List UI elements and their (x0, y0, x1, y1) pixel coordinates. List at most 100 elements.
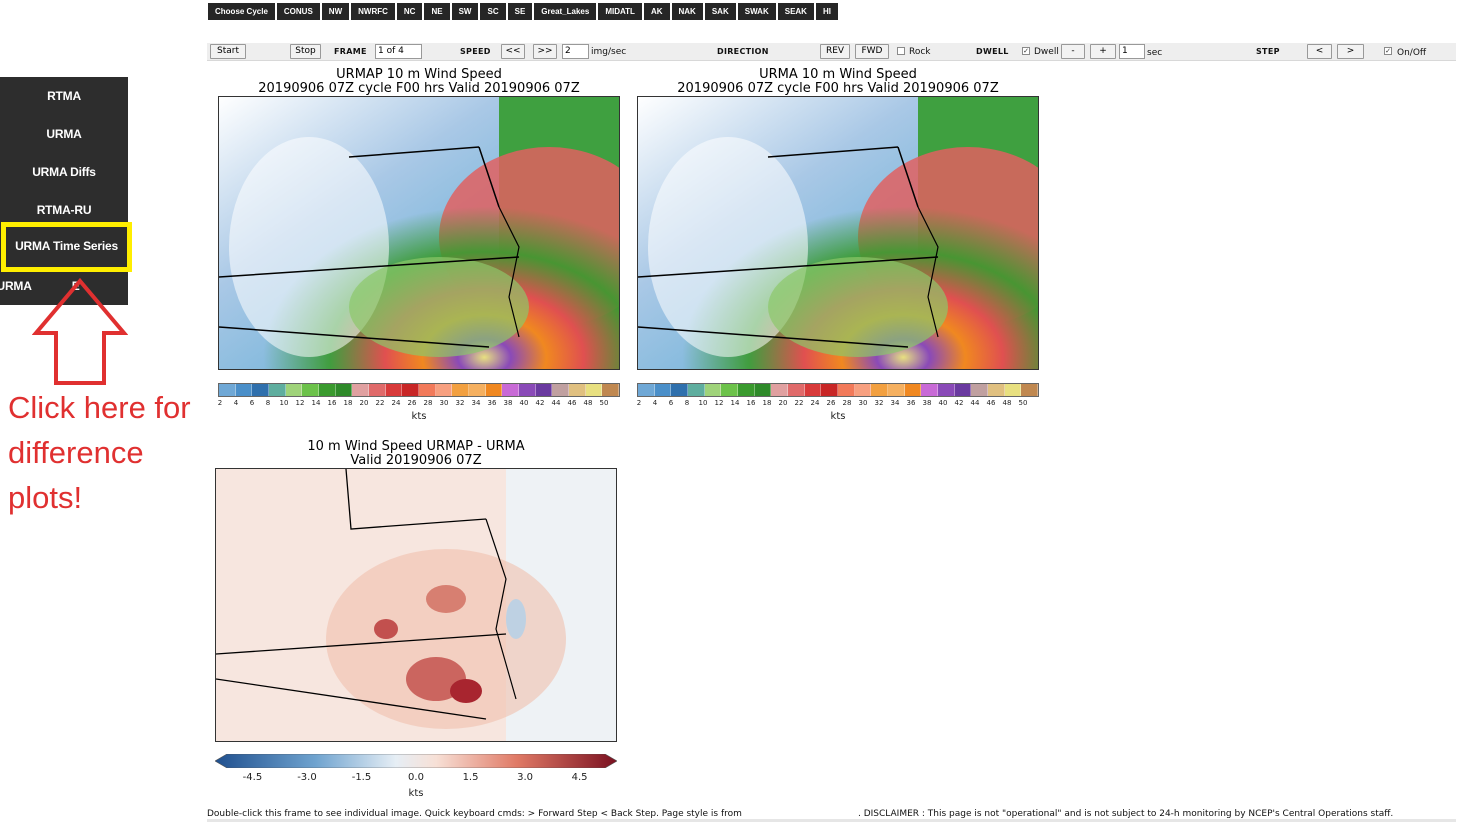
colorbar-tick-label: 8 (265, 399, 271, 407)
colorbar-tick-label: 50 (1018, 399, 1028, 407)
region-tab-sc[interactable]: SC (480, 3, 508, 20)
region-tab-hi[interactable]: HI (815, 3, 840, 20)
colorbar-swatch (971, 384, 989, 396)
colorbar-tick-label: 30 (858, 399, 868, 407)
dwell-label: DWELL (976, 47, 1009, 56)
dwell-checkbox[interactable]: ✓ (1022, 47, 1030, 55)
region-tab-se[interactable]: SE (507, 3, 535, 20)
colorbar-tick-label: 20 (778, 399, 788, 407)
region-tab-sak[interactable]: SAK (704, 3, 738, 20)
start-button[interactable]: Start (210, 44, 246, 59)
diff-colorbar-tick-label: -1.5 (351, 772, 372, 783)
colorbar-swatch (219, 384, 236, 396)
animation-control-bar: Start Stop FRAME 1 of 4 SPEED << >> 2 im… (207, 43, 1456, 61)
colorbar-swatch (335, 384, 353, 396)
colorbar-tick-label: 42 (954, 399, 964, 407)
rock-checkbox[interactable] (897, 47, 905, 55)
region-tab-conus[interactable]: CONUS (276, 3, 322, 20)
step-forward-button[interactable]: > (1337, 44, 1364, 59)
colorbar-tick-label: 50 (599, 399, 609, 407)
region-tab-sw[interactable]: SW (451, 3, 481, 20)
onoff-checkbox[interactable]: ✓ (1384, 47, 1392, 55)
dwell-field[interactable]: 1 (1119, 44, 1145, 59)
colorbar-swatch (419, 384, 436, 396)
colorbar-tick-label: 28 (842, 399, 852, 407)
region-tab-midatl[interactable]: MIDATL (598, 3, 644, 20)
colorbar-tick-label: 40 (938, 399, 948, 407)
sidebar-item-urma-diffs[interactable]: URMA Diffs (32, 165, 96, 179)
dwell-plus-button[interactable]: + (1090, 44, 1116, 59)
dwell-check-label: Dwell (1034, 47, 1059, 57)
forward-button[interactable]: FWD (855, 44, 889, 59)
region-tab-ak[interactable]: AK (643, 3, 672, 20)
colorbar-tick-label: 22 (794, 399, 804, 407)
direction-label: DIRECTION (717, 47, 769, 56)
colorbar-swatch (569, 384, 586, 396)
speed-slower-button[interactable]: << (501, 44, 525, 59)
urmap-wind-map[interactable] (218, 96, 620, 370)
colorbar-swatch (988, 384, 1005, 396)
colorbar-tick-label: 10 (279, 399, 289, 407)
urma-wind-map[interactable] (637, 96, 1039, 370)
colorbar-swatch (485, 384, 503, 396)
colorbar-tick-label: 34 (471, 399, 481, 407)
colorbar-swatch (888, 384, 905, 396)
colorbar-tick-label: 18 (343, 399, 353, 407)
colorbar-tick-label: 26 (826, 399, 836, 407)
region-tab-seak[interactable]: SEAK (777, 3, 816, 20)
colorbar-swatch (352, 384, 370, 396)
colorbar-tick-label: 34 (890, 399, 900, 407)
footer-help-text: Double-click this frame to see individua… (207, 809, 742, 819)
region-tab-nw[interactable]: NW (321, 3, 352, 20)
region-tab-ne[interactable]: NE (424, 3, 452, 20)
colorbar-tick-label: 16 (746, 399, 756, 407)
stop-button[interactable]: Stop (290, 44, 321, 59)
sidebar-item-rtma[interactable]: RTMA (47, 89, 81, 103)
colorbar-tick-label: 42 (535, 399, 545, 407)
speed-faster-button[interactable]: >> (533, 44, 557, 59)
reverse-button[interactable]: REV (820, 44, 850, 59)
diff-colorbar-tick-label: 4.5 (571, 772, 588, 783)
region-tab-great-lakes[interactable]: Great_Lakes (534, 3, 599, 20)
colorbar-swatch (804, 384, 822, 396)
colorbar-swatch (435, 384, 453, 396)
region-tab-swak[interactable]: SWAK (737, 3, 778, 20)
colorbar-swatch (552, 384, 570, 396)
diff-colorbar-tick-label: 1.5 (462, 772, 479, 783)
colorbar-swatch (302, 384, 320, 396)
colorbar-tick-label: 38 (503, 399, 513, 407)
colorbar-swatch (252, 384, 270, 396)
sidebar-item-rtma-ru[interactable]: RTMA-RU (36, 203, 92, 217)
colorbar-swatch (638, 384, 655, 396)
sidebar-item-urma[interactable]: URMA (46, 127, 82, 141)
colorbar-swatch (502, 384, 520, 396)
step-back-button[interactable]: < (1307, 44, 1332, 59)
colorbar-tick-label: 40 (519, 399, 529, 407)
sidebar-item-urma-time-series[interactable]: URMA Time Series (1, 222, 132, 272)
region-tab-nc[interactable]: NC (396, 3, 425, 20)
colorbar-tick-label: 26 (407, 399, 417, 407)
colorbar-swatch (754, 384, 772, 396)
colorbar-tick-label: 4 (652, 399, 658, 407)
colorbar-swatch (469, 384, 486, 396)
frame-label: FRAME (334, 47, 367, 56)
colorbar-tick-label: 44 (551, 399, 561, 407)
colorbar-swatch (704, 384, 722, 396)
speed-colorbar-2: 2 4 6 8 10 12 14 16 18 20 22 24 26 28 30 32 34 36 38 40 42 44… (636, 383, 1039, 422)
colorbar-swatch (938, 384, 955, 396)
annotation-text: Click here for difference plots! (8, 390, 191, 515)
dwell-minus-button[interactable]: - (1061, 44, 1085, 59)
region-tab-nak[interactable]: NAK (671, 3, 705, 20)
colorbar-tick-label: 32 (874, 399, 884, 407)
diff-colorbar-unit: kts (408, 788, 424, 799)
region-tab-choose-cycle[interactable]: Choose Cycle (208, 3, 277, 20)
colorbar-swatch (871, 384, 889, 396)
colorbar-tick-label: 2 (636, 399, 642, 407)
speed-field[interactable]: 2 (562, 44, 589, 59)
colorbar-swatch (688, 384, 705, 396)
colorbar-swatch (402, 384, 420, 396)
frame-field[interactable]: 1 of 4 (375, 44, 422, 59)
region-tab-nwrfc[interactable]: NWRFC (351, 3, 397, 20)
diff-wind-map[interactable] (215, 468, 617, 742)
colorbar-swatch (369, 384, 386, 396)
